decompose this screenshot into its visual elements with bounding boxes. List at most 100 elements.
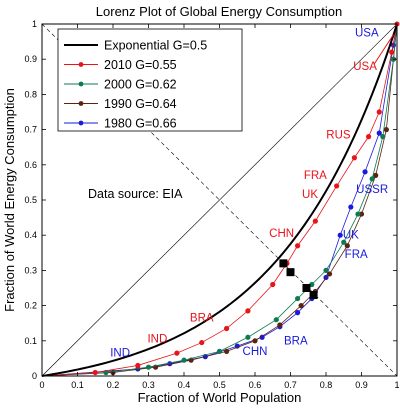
series-line-exponential [41, 23, 398, 377]
series-point-2010 [224, 325, 230, 332]
legend-marker-2000 [78, 81, 84, 87]
series-point-2000 [273, 317, 279, 323]
gini-marker [302, 284, 311, 292]
series-point-1980 [295, 310, 301, 316]
series-point-2000 [309, 281, 315, 288]
legend-marker-1980 [78, 120, 84, 126]
y-tick-label: 1 [32, 19, 37, 29]
series-line-1980 [41, 23, 398, 377]
series-point-1990 [252, 338, 258, 344]
legend-label-2000: 2000 G=0.62 [104, 78, 177, 92]
x-tick-label: 0.4 [178, 380, 191, 390]
legend: Exponential G=0.5 2010 G=0.55 2000 G=0.62 1… [57, 28, 243, 132]
y-tick-label: 0.1 [24, 336, 37, 346]
series-point-2000 [380, 134, 386, 140]
y-tick-label: 0 [32, 371, 37, 381]
y-tick-label: 0.4 [24, 230, 37, 240]
legend-label-1990: 1990 G=0.64 [104, 97, 177, 111]
x-tick-label: 0 [39, 380, 44, 390]
x-tick-label: 0.8 [320, 380, 333, 390]
gini-marker [309, 291, 318, 300]
series-lines [41, 21, 400, 377]
series-point-1980 [337, 232, 343, 238]
series-point-1990 [373, 172, 379, 178]
gini-marker [279, 259, 288, 268]
series-point-1990 [224, 348, 230, 354]
series-point-2000 [145, 364, 152, 370]
country-label: UK [343, 230, 359, 242]
series-point-1980 [362, 169, 368, 175]
country-label: IND [110, 348, 130, 360]
series-point-2000 [323, 267, 329, 273]
legend-label-1980: 1980 G=0.66 [104, 117, 177, 131]
x-axis-label: Fraction of World Population [138, 390, 302, 405]
legend-label-exponential: Exponential G=0.5 [104, 39, 207, 53]
y-tick-label: 0.3 [24, 265, 37, 275]
usa-arrow [373, 34, 394, 65]
x-tick-label: 0.7 [284, 380, 297, 390]
series-point-2000 [245, 334, 251, 340]
series-point-1990 [298, 303, 304, 309]
reference-lines [41, 23, 398, 377]
series-line-1990 [41, 23, 398, 377]
series-point-1990 [326, 271, 333, 277]
x-tick-label: 0.3 [142, 380, 155, 390]
equality-line [41, 23, 398, 377]
series-point-2000 [369, 176, 375, 182]
series-point-2000 [341, 239, 347, 245]
series-point-1980 [376, 130, 382, 136]
series-point-2010 [351, 155, 357, 161]
y-tick-label: 0.2 [24, 301, 37, 311]
series-point-1980 [234, 343, 240, 349]
series-point-2010 [376, 109, 382, 115]
country-label: USA [353, 61, 377, 73]
data-source-annotation: Data source: EIA [88, 187, 183, 201]
country-labels: USA USA RUS FRA UK USSR CHN UK FRA BRA IND BRA CHN IN… [110, 27, 394, 360]
gini-markers [279, 259, 318, 300]
country-label: USSR [356, 184, 388, 196]
series-point-2010 [366, 134, 372, 140]
series-point-2000 [355, 211, 361, 217]
x-tick-label: 0.9 [355, 380, 368, 390]
x-tick-label: 0.6 [249, 380, 262, 390]
series-point-1980 [348, 204, 354, 210]
series-point-2010 [270, 281, 276, 288]
y-tick-label: 0.6 [24, 160, 37, 170]
series-point-1980 [259, 334, 265, 340]
x-tick-label: 0.2 [107, 380, 120, 390]
country-label: CHN [269, 228, 294, 240]
country-label: IND [147, 334, 167, 346]
series-point-2000 [181, 357, 187, 363]
series-point-1990 [344, 243, 350, 249]
series-point-2010 [135, 362, 141, 369]
y-tick-label: 0.9 [24, 54, 37, 64]
series-point-1990 [383, 127, 389, 133]
anti-diagonal-line [41, 23, 398, 377]
y-tick-label: 0.8 [24, 89, 37, 99]
y-tick-label: 0.5 [24, 195, 37, 205]
legend-marker-2010 [78, 62, 84, 67]
series-point-2010 [334, 183, 340, 189]
series-point-2010 [312, 218, 318, 224]
x-tick-label: 0.1 [71, 380, 84, 390]
series-point-2000 [216, 348, 223, 354]
legend-label-2010: 2010 G=0.55 [104, 58, 177, 72]
country-label: UK [302, 189, 318, 201]
legend-marker-1990 [78, 101, 84, 106]
axis-ticks: 0 0.1 0.2 0.3 0.4 0.5 0.6 0.7 0.8 0.9 1 0 0.1 0.2 0.3 0… [24, 19, 399, 390]
chart-title: Lorenz Plot of Global Energy Consumption [96, 4, 342, 19]
country-label: RUS [326, 129, 351, 141]
country-label: CHN [243, 346, 268, 358]
series-point-2010 [92, 369, 98, 376]
series-point-2010 [174, 350, 180, 356]
series-point-1990 [277, 322, 283, 328]
country-label: FRA [345, 249, 368, 261]
series-point-2010 [389, 49, 395, 55]
country-label: USA [355, 27, 379, 39]
series-point-2010 [295, 243, 301, 249]
gini-marker [286, 268, 295, 277]
country-label: BRA [190, 312, 214, 324]
country-label: BRA [284, 335, 308, 347]
country-label: FRA [304, 170, 327, 182]
